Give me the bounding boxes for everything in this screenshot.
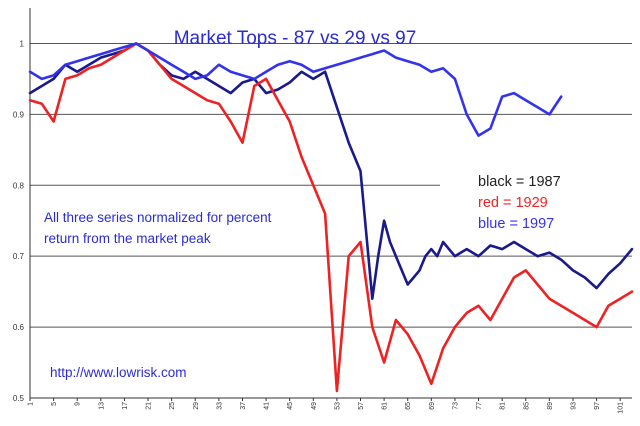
source-url: http://www.lowrisk.com (50, 365, 187, 380)
x-tick-label: 29 (193, 402, 200, 410)
y-tick-label: 0.6 (13, 323, 25, 332)
x-tick-label: 65 (405, 402, 412, 410)
annotation-line-1: All three series normalized for percent (44, 210, 272, 225)
x-tick-label: 81 (500, 402, 507, 410)
x-tick-label: 33 (216, 402, 223, 410)
y-tick-label: 0.5 (13, 394, 25, 403)
series-line-2 (28, 42, 563, 137)
gridlines (30, 42, 632, 328)
y-tick-label: 0.9 (13, 110, 25, 119)
x-tick-label: 61 (382, 402, 389, 410)
x-tick-label: 21 (146, 402, 153, 410)
x-tick-label: 77 (476, 402, 483, 410)
x-tick-label: 89 (547, 402, 554, 410)
x-tick-label: 93 (570, 402, 577, 410)
legend-1997: blue = 1997 (478, 216, 554, 232)
x-tick-label: 101 (618, 402, 625, 414)
x-tick-labels: 1 5 9 13 17 21 25 29 33 37 41 45 49 53 57 61 65 69 73 77 81 8… (28, 398, 625, 414)
legend-1987: black = 1987 (478, 174, 561, 190)
y-tick-label: 0.8 (13, 181, 25, 190)
x-tick-label: 17 (122, 402, 129, 410)
x-tick-label: 85 (523, 402, 530, 410)
x-tick-label: 57 (358, 402, 365, 410)
x-tick-label: 13 (98, 402, 105, 410)
x-tick-label: 9 (75, 402, 82, 406)
x-tick-label: 69 (429, 402, 436, 410)
legend-1929: red = 1929 (478, 195, 548, 211)
y-tick-label: 0.7 (13, 252, 25, 261)
x-tick-label: 37 (240, 402, 247, 410)
chart-title: Market Tops - 87 vs 29 vs 97 (174, 28, 417, 49)
series-line-1 (28, 42, 634, 393)
x-tick-label: 25 (169, 402, 176, 410)
annotation-line-2: return from the market peak (44, 231, 211, 246)
x-tick-label: 73 (452, 402, 459, 410)
y-tick-label: 1 (20, 39, 25, 48)
x-tick-label: 45 (287, 402, 294, 410)
x-tick-label: 97 (594, 402, 601, 410)
series-lines (28, 42, 634, 393)
x-tick-label: 41 (264, 402, 271, 410)
x-tick-label: 1 (28, 402, 35, 406)
x-tick-label: 5 (51, 402, 58, 406)
y-tick-labels: 1 0.9 0.8 0.7 0.6 0.5 (13, 39, 25, 403)
x-tick-label: 53 (334, 402, 341, 410)
x-tick-label: 49 (311, 402, 318, 410)
